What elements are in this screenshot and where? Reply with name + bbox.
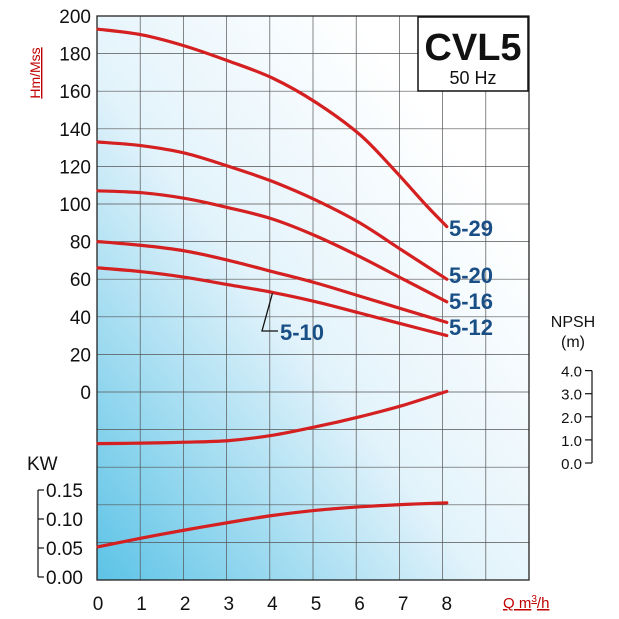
x-tick-label: 2 bbox=[180, 594, 191, 615]
x-tick-label: 6 bbox=[354, 594, 365, 615]
power-axis: 0.15 0.10 0.05 0.00 bbox=[37, 481, 83, 589]
head-curve-5-20 bbox=[96, 140, 449, 281]
head-curve-5-12 bbox=[96, 240, 449, 324]
head-tick-label: 0 bbox=[80, 383, 91, 404]
series-label-5-29: 5-29 bbox=[449, 216, 493, 241]
head-tick-label: 60 bbox=[70, 270, 91, 291]
head-curve-5-16 bbox=[96, 189, 449, 304]
head-tick-label: 120 bbox=[59, 157, 91, 178]
power-tick-label: 0.10 bbox=[46, 510, 83, 531]
x-tick-label: 0 bbox=[93, 594, 104, 615]
x-tick-label: 8 bbox=[442, 594, 453, 615]
head-curve-5-29 bbox=[96, 27, 449, 229]
series-labels: 5-29 5-205-165-12 5-10 bbox=[261, 216, 493, 345]
head-tick-label: 100 bbox=[59, 195, 91, 216]
power-axis-label: KW bbox=[27, 454, 58, 475]
head-tick-label: 140 bbox=[59, 120, 91, 141]
plot-frame bbox=[96, 15, 530, 581]
x-tick-label: 1 bbox=[136, 594, 147, 615]
series-label-5-20: 5-20 bbox=[449, 263, 493, 288]
chart-title: CVL5 bbox=[424, 27, 521, 69]
curves bbox=[96, 27, 449, 549]
npsh-tick-label: 0.0 bbox=[561, 456, 582, 473]
head-axis-label: Hm/Mss bbox=[27, 47, 43, 98]
npsh-axis: 4.0 3.0 2.0 1.0 0.0 bbox=[561, 364, 593, 473]
npsh-axis-label-line1: NPSH bbox=[551, 314, 595, 331]
npsh-tick-label: 1.0 bbox=[561, 433, 582, 450]
head-tick-label: 80 bbox=[70, 233, 91, 254]
head-tick-label: 40 bbox=[70, 308, 91, 329]
leader-line-5-10 bbox=[261, 293, 278, 332]
npsh-curve bbox=[96, 389, 449, 446]
chart-subtitle: 50 Hz bbox=[449, 68, 496, 88]
x-tick-label: 7 bbox=[398, 594, 409, 615]
head-tick-label: 160 bbox=[59, 82, 91, 103]
head-curve-5-10 bbox=[96, 266, 449, 338]
power-tick-label: 0.15 bbox=[46, 481, 83, 502]
x-axis-label: Q m3/h bbox=[503, 594, 549, 612]
x-tick-label: 4 bbox=[267, 594, 278, 615]
power-tick-label: 0.00 bbox=[46, 568, 83, 589]
npsh-tick-label: 4.0 bbox=[561, 364, 582, 381]
power-curve bbox=[96, 501, 449, 549]
series-label-5-10: 5-10 bbox=[280, 320, 324, 345]
x-tick-label: 3 bbox=[224, 594, 235, 615]
power-tick-label: 0.05 bbox=[46, 539, 83, 560]
title-box: CVL5 50 Hz bbox=[417, 16, 529, 92]
x-tick-label: 5 bbox=[311, 594, 322, 615]
head-tick-label: 20 bbox=[70, 345, 91, 366]
npsh-tick-label: 3.0 bbox=[561, 387, 582, 404]
series-label-5-12: 5-12 bbox=[449, 315, 493, 340]
head-tick-label: 200 bbox=[59, 7, 91, 28]
head-tick-label: 180 bbox=[59, 45, 91, 66]
npsh-tick-label: 2.0 bbox=[561, 410, 582, 427]
x-axis-ticks: 0 1 2 3 4 5 6 7 8 bbox=[93, 594, 452, 615]
npsh-axis-label-line2: (m) bbox=[561, 334, 585, 351]
series-label-5-16: 5-16 bbox=[449, 289, 493, 314]
